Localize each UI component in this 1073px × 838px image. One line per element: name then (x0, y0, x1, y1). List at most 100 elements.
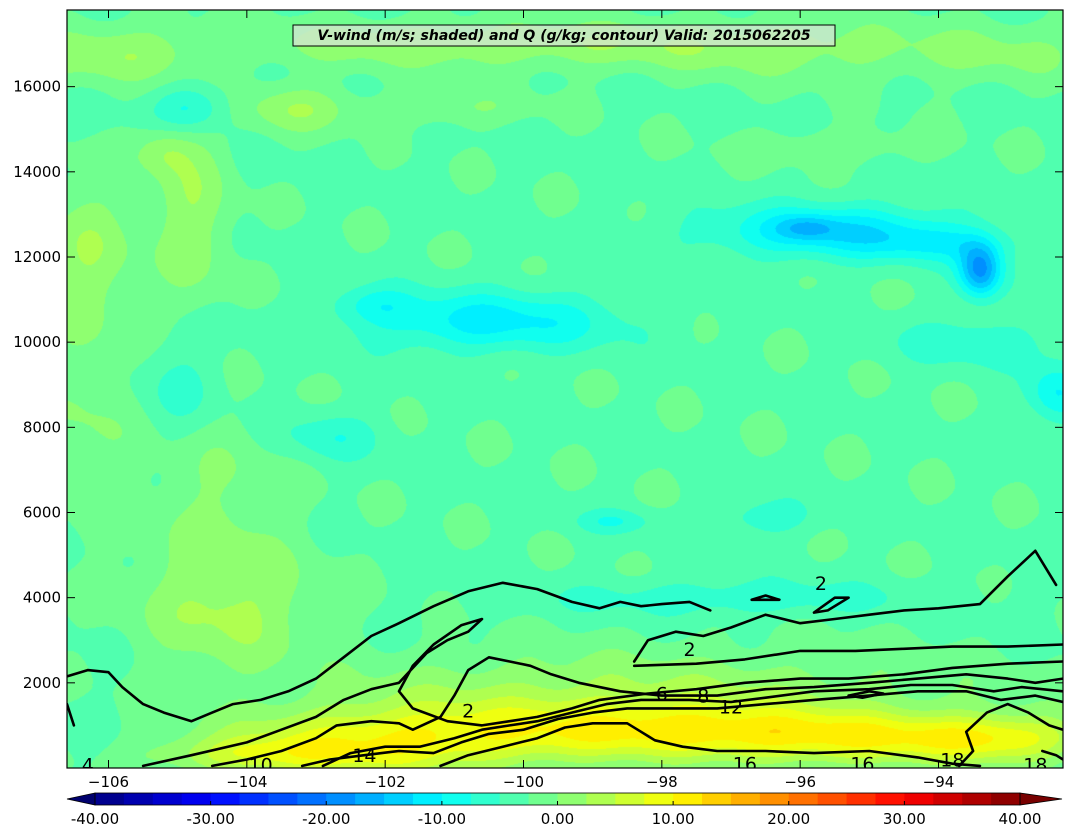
chart-title: V-wind (m/s; shaded) and Q (g/kg; contou… (292, 24, 836, 47)
colorbar-bin (586, 793, 616, 805)
colorbar-bin (528, 793, 559, 805)
colorbar-bin (875, 793, 905, 805)
y-tick-label: 6000 (23, 503, 61, 521)
colorbar-extend-low (66, 792, 96, 806)
x-axis: −106 −104 −102 −100 −98 −96 −94 (88, 10, 954, 791)
contour-label: 18 (940, 749, 964, 771)
colorbar-tick-label: -20.00 (302, 810, 350, 828)
x-tick-label: −102 (365, 773, 406, 791)
contour-label: 2 (815, 573, 827, 595)
x-tick-label: −106 (88, 773, 129, 791)
contour-line-2 (812, 596, 850, 614)
contour-label: 6 (656, 683, 668, 705)
contour-label: 12 (719, 696, 743, 718)
x-tick-label: −94 (923, 773, 955, 791)
colorbar-bin (95, 793, 125, 805)
colorbar-bin (297, 793, 327, 805)
contour-label: 2 (462, 701, 474, 723)
contour-label: 16 (733, 754, 757, 776)
colorbar-bin (152, 793, 183, 805)
colorbar-bin (673, 793, 703, 805)
contour-line-2 (632, 549, 1058, 663)
y-tick-label: 2000 (23, 674, 61, 692)
colorbar-bin (181, 793, 212, 805)
contour-line-12 (847, 690, 885, 699)
colorbar-bin (846, 793, 877, 805)
colorbar-bin (557, 793, 588, 805)
x-tick-label: −100 (503, 773, 544, 791)
v-wind-shading (67, 10, 1063, 768)
title-text: V-wind (m/s; shaded) and Q (g/kg; contou… (317, 28, 810, 44)
contour-label: 16 (850, 754, 874, 776)
contour-line-14 (300, 690, 1063, 768)
colorbar-bin (933, 793, 963, 805)
colorbar-bin (499, 793, 530, 805)
colorbar-bin (412, 793, 443, 805)
colorbar-bin (817, 793, 848, 805)
x-tick-label: −98 (646, 773, 678, 791)
colorbar-bin (441, 793, 472, 805)
y-tick-label: 16000 (13, 78, 61, 96)
colorbar-extend-high (1019, 792, 1063, 806)
y-axis: 2000 4000 6000 8000 10000 12000 14000 16000 (13, 78, 1063, 692)
colorbar-bin (644, 793, 674, 805)
colorbar-bin (991, 793, 1021, 805)
contour-line-8 (210, 656, 1063, 768)
y-tick-label: 14000 (13, 163, 61, 181)
contour-label: 2 (683, 639, 695, 661)
contour-label: 10 (249, 755, 273, 777)
colorbar-bin (326, 793, 356, 805)
x-tick-label: −104 (226, 773, 267, 791)
colorbar-bin (759, 793, 790, 805)
colorbar-bin (702, 793, 732, 805)
colorbar-tick-label: -10.00 (418, 810, 466, 828)
colorbar-tick-label: 40.00 (999, 810, 1042, 828)
colorbar-tick-label: 30.00 (883, 810, 926, 828)
colorbar-tick-label: 10.00 (652, 810, 695, 828)
colorbar-bin (904, 793, 934, 805)
x-tick-label: −96 (784, 773, 816, 791)
contour-line-18 (1041, 749, 1063, 761)
colorbar-tick-label: 20.00 (767, 810, 810, 828)
contour-line-18 (957, 702, 1063, 768)
contour-line-4 (67, 702, 76, 727)
shaded-field (67, 10, 1063, 768)
contour-line-16 (439, 722, 982, 768)
contour-label: 14 (352, 745, 376, 767)
contour-line-12 (321, 683, 1063, 768)
contour-line-2 (632, 643, 1063, 668)
colorbar-bin (239, 793, 270, 805)
colorbar (66, 792, 1063, 806)
colorbar-ticks: -40.00 -30.00 -20.00 -10.00 0.00 10.00 20.00 30… (71, 801, 1042, 828)
colorbar-bin (210, 793, 241, 805)
y-tick-label: 4000 (23, 589, 61, 607)
colorbar-tick-label: -30.00 (186, 810, 234, 828)
y-tick-label: 10000 (13, 333, 61, 351)
colorbar-bin (384, 793, 414, 805)
y-tick-label: 8000 (23, 418, 61, 436)
colorbar-bin (470, 793, 501, 805)
colorbar-bin (730, 793, 761, 805)
colorbar-tick-label: -40.00 (71, 810, 119, 828)
title-box (292, 24, 836, 47)
contour-label: 18 (1023, 755, 1047, 777)
colorbar-bin (615, 793, 645, 805)
plot-frame (66, 9, 1064, 769)
contour-line-4 (67, 581, 712, 723)
colorbar-bin (268, 793, 298, 805)
colorbar-bin (962, 793, 992, 805)
colorbar-bin (123, 793, 154, 805)
colorbar-bin (355, 793, 385, 805)
colorbar-tick-label: 0.00 (541, 810, 574, 828)
y-tick-label: 12000 (13, 248, 61, 266)
contour-line-2 (750, 594, 781, 602)
contour-label: 8 (697, 686, 709, 708)
colorbar-bin (788, 793, 819, 805)
contour-label: 4 (82, 755, 94, 777)
q-contours (67, 549, 1063, 768)
contour-line-6 (141, 617, 1063, 768)
